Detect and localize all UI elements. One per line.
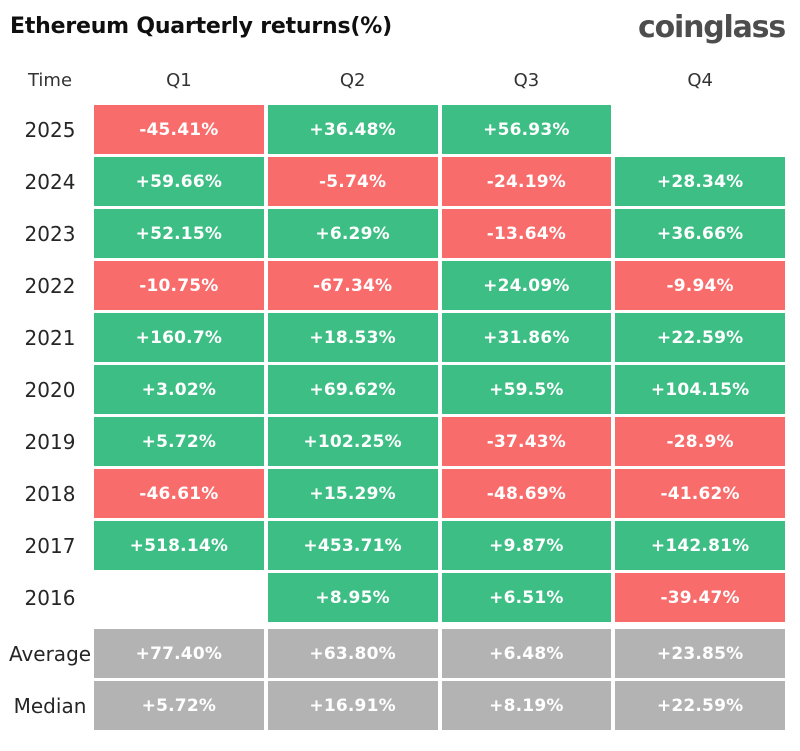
top-bar: Ethereum Quarterly returns(%) coinglass [10, 8, 786, 64]
row-label: Average [8, 641, 92, 666]
table-row-2016: 2016 +8.95% +6.51% -39.47% [10, 573, 785, 622]
return-cell: +18.53% [267, 313, 438, 362]
return-cell: +8.95% [267, 573, 438, 622]
return-cell: +59.66% [94, 157, 264, 206]
row-label: 2021 [24, 325, 76, 350]
return-cell: -48.69% [441, 469, 612, 518]
empty-cell [615, 105, 785, 154]
table-row-2024: 2024 +59.66% -5.74% -24.19% +28.34% [10, 157, 785, 206]
row-label: Median [13, 693, 87, 718]
return-cell: +5.72% [94, 681, 264, 730]
return-cell: +77.40% [94, 629, 264, 678]
table-row-2022: 2022 -10.75% -67.34% +24.09% -9.94% [10, 261, 785, 310]
coinglass-logo[interactable]: coinglass [638, 10, 786, 45]
return-cell: -45.41% [94, 105, 264, 154]
return-cell: +6.51% [441, 573, 612, 622]
table-header-row: Time Q1 Q2 Q3 Q4 [10, 64, 785, 96]
return-cell: +15.29% [267, 469, 438, 518]
return-cell: +59.5% [441, 365, 612, 414]
column-header-q3: Q3 [513, 69, 540, 91]
return-cell: +453.71% [267, 521, 438, 570]
return-cell: -28.9% [615, 417, 785, 466]
return-cell: +22.59% [615, 681, 785, 730]
return-cell: +52.15% [94, 209, 264, 258]
return-cell: +63.80% [267, 629, 438, 678]
column-header-q4: Q4 [687, 69, 713, 91]
table-row-2019: 2019 +5.72% +102.25% -37.43% -28.9% [10, 417, 785, 466]
return-cell: +3.02% [94, 365, 264, 414]
table-row-2023: 2023 +52.15% +6.29% -13.64% +36.66% [10, 209, 785, 258]
page-title: Ethereum Quarterly returns(%) [10, 14, 392, 39]
return-cell: +6.48% [441, 629, 612, 678]
return-cell: +5.72% [94, 417, 264, 466]
return-cell: +31.86% [441, 313, 612, 362]
return-cell: -67.34% [267, 261, 438, 310]
empty-cell [94, 573, 264, 622]
return-cell: +36.48% [267, 105, 438, 154]
column-header-time: Time [27, 69, 73, 91]
column-header-q1: Q1 [166, 69, 192, 91]
return-cell: +6.29% [267, 209, 438, 258]
return-cell: +102.25% [267, 417, 438, 466]
table-row-2020: 2020 +3.02% +69.62% +59.5% +104.15% [10, 365, 785, 414]
return-cell: +8.19% [441, 681, 612, 730]
return-cell: -24.19% [441, 157, 612, 206]
return-cell: -39.47% [615, 573, 785, 622]
return-cell: -5.74% [267, 157, 438, 206]
return-cell: +9.87% [441, 521, 612, 570]
row-label: 2017 [24, 533, 76, 558]
return-cell: -41.62% [615, 469, 785, 518]
row-label: 2020 [24, 377, 76, 402]
return-cell: +142.81% [615, 521, 785, 570]
return-cell: +16.91% [267, 681, 438, 730]
return-cell: +104.15% [615, 365, 785, 414]
table-row-2021: 2021 +160.7% +18.53% +31.86% +22.59% [10, 313, 785, 362]
row-label: 2024 [24, 169, 76, 194]
table-row-2017: 2017 +518.14% +453.71% +9.87% +142.81% [10, 521, 785, 570]
return-cell: +28.34% [615, 157, 785, 206]
table-row-median: Median +5.72% +16.91% +8.19% +22.59% [10, 681, 785, 730]
row-label: 2025 [24, 117, 76, 142]
row-label: 2019 [24, 429, 76, 454]
row-label: 2016 [24, 585, 76, 610]
return-cell: -37.43% [441, 417, 612, 466]
table-row-average: Average +77.40% +63.80% +6.48% +23.85% [8, 629, 785, 678]
return-cell: +36.66% [615, 209, 785, 258]
return-cell: +69.62% [267, 365, 438, 414]
row-label: 2023 [24, 221, 76, 246]
page: Ethereum Quarterly returns(%) coinglass … [8, 8, 786, 733]
return-cell: -9.94% [615, 261, 785, 310]
return-cell: -46.61% [94, 469, 264, 518]
return-cell: +518.14% [94, 521, 264, 570]
row-label: 2018 [24, 481, 76, 506]
return-cell: +23.85% [615, 629, 785, 678]
returns-table: Time Q1 Q2 Q3 Q4 2025 -45.41% +36.48% +56.93% 202… [8, 64, 785, 733]
return-cell: -10.75% [94, 261, 264, 310]
column-header-q2: Q2 [339, 69, 366, 91]
row-label: 2022 [24, 273, 76, 298]
table-row-2025: 2025 -45.41% +36.48% +56.93% [10, 105, 785, 154]
return-cell: -13.64% [441, 209, 612, 258]
return-cell: +56.93% [441, 105, 612, 154]
return-cell: +160.7% [94, 313, 264, 362]
table-row-2018: 2018 -46.61% +15.29% -48.69% -41.62% [10, 469, 785, 518]
return-cell: +22.59% [615, 313, 785, 362]
return-cell: +24.09% [441, 261, 612, 310]
